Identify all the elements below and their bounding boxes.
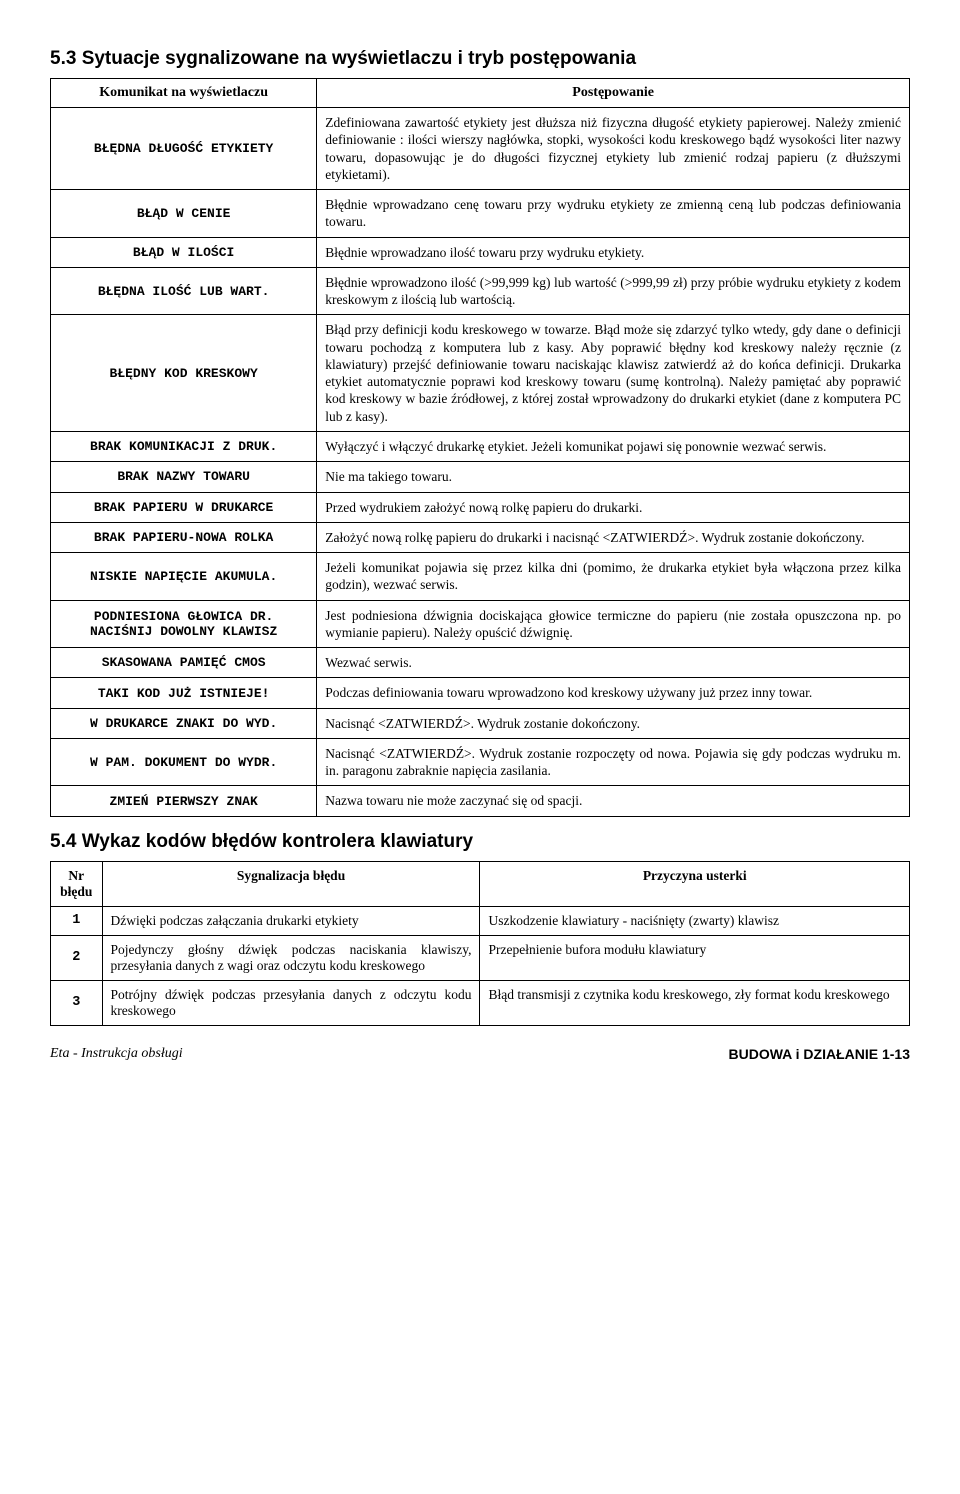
table-row: W DRUKARCE ZNAKI DO WYD.Nacisnąć <ZATWIE…: [51, 708, 910, 738]
table-row: 3Potrójny dźwięk podczas przesyłania dan…: [51, 980, 910, 1025]
error-nr-cell: 1: [51, 906, 103, 935]
description-cell: Błędnie wprowadzano ilość towaru przy wy…: [317, 237, 910, 267]
description-cell: Wezwać serwis.: [317, 648, 910, 678]
message-cell: W DRUKARCE ZNAKI DO WYD.: [51, 708, 317, 738]
message-cell: BRAK PAPIERU-NOWA ROLKA: [51, 522, 317, 552]
footer-right: BUDOWA i DZIAŁANIE 1-13: [729, 1046, 911, 1062]
header-desc: Postępowanie: [317, 79, 910, 108]
message-cell: TAKI KOD JUŻ ISTNIEJE!: [51, 678, 317, 708]
message-cell: BŁĄD W CENIE: [51, 190, 317, 238]
table-row: BŁĄD W ILOŚCIBłędnie wprowadzano ilość t…: [51, 237, 910, 267]
table-row: PODNIESIONA GŁOWICA DR. NACIŚNIJ DOWOLNY…: [51, 600, 910, 648]
error-signal-cell: Potrójny dźwięk podczas przesyłania dany…: [102, 980, 480, 1025]
message-cell: BRAK KOMUNIKACJI Z DRUK.: [51, 431, 317, 461]
table-row: NISKIE NAPIĘCIE AKUMULA.Jeżeli komunikat…: [51, 553, 910, 601]
header-msg: Komunikat na wyświetlaczu: [51, 79, 317, 108]
description-cell: Podczas definiowania towaru wprowadzono …: [317, 678, 910, 708]
table-row: BŁĘDNY KOD KRESKOWYBłąd przy definicji k…: [51, 315, 910, 432]
table-row: ZMIEŃ PIERWSZY ZNAKNazwa towaru nie może…: [51, 786, 910, 816]
description-cell: Nazwa towaru nie może zaczynać się od sp…: [317, 786, 910, 816]
header-cause: Przyczyna usterki: [480, 861, 910, 906]
table-row: BŁĄD W CENIEBłędnie wprowadzano cenę tow…: [51, 190, 910, 238]
error-nr-cell: 3: [51, 980, 103, 1025]
error-cause-cell: Uszkodzenie klawiatury - naciśnięty (zwa…: [480, 906, 910, 935]
table-row: BRAK PAPIERU W DRUKARCEPrzed wydrukiem z…: [51, 492, 910, 522]
message-cell: BRAK NAZWY TOWARU: [51, 462, 317, 492]
error-signal-cell: Pojedynczy głośny dźwięk podczas naciska…: [102, 935, 480, 980]
message-cell: SKASOWANA PAMIĘĆ CMOS: [51, 648, 317, 678]
table-row: W PAM. DOKUMENT DO WYDR.Nacisnąć <ZATWIE…: [51, 738, 910, 786]
message-cell: BŁĘDNY KOD KRESKOWY: [51, 315, 317, 432]
table-row: SKASOWANA PAMIĘĆ CMOSWezwać serwis.: [51, 648, 910, 678]
error-cause-cell: Przepełnienie bufora modułu klawiatury: [480, 935, 910, 980]
message-cell: BŁĘDNA ILOŚĆ LUB WART.: [51, 267, 317, 315]
message-cell: NISKIE NAPIĘCIE AKUMULA.: [51, 553, 317, 601]
description-cell: Przed wydrukiem założyć nową rolkę papie…: [317, 492, 910, 522]
table-row: TAKI KOD JUŻ ISTNIEJE!Podczas definiowan…: [51, 678, 910, 708]
footer-left: Eta - Instrukcja obsługi: [50, 1046, 183, 1062]
description-cell: Wyłączyć i włączyć drukarkę etykiet. Jeż…: [317, 431, 910, 461]
error-signal-cell: Dźwięki podczas załączania drukarki etyk…: [102, 906, 480, 935]
message-cell: PODNIESIONA GŁOWICA DR. NACIŚNIJ DOWOLNY…: [51, 600, 317, 648]
section-54-title: 5.4 Wykaz kodów błędów kontrolera klawia…: [50, 831, 910, 853]
table-row: 1Dźwięki podczas załączania drukarki ety…: [51, 906, 910, 935]
description-cell: Błąd przy definicji kodu kreskowego w to…: [317, 315, 910, 432]
description-cell: Jeżeli komunikat pojawia się przez kilka…: [317, 553, 910, 601]
description-cell: Nacisnąć <ZATWIERDŹ>. Wydruk zostanie do…: [317, 708, 910, 738]
table-header-row: Komunikat na wyświetlaczu Postępowanie: [51, 79, 910, 108]
page-footer: Eta - Instrukcja obsługi BUDOWA i DZIAŁA…: [50, 1046, 910, 1062]
description-cell: Błędnie wprowadzano cenę towaru przy wyd…: [317, 190, 910, 238]
errors-table: Nr błędu Sygnalizacja błędu Przyczyna us…: [50, 861, 910, 1026]
description-cell: Błędnie wprowadzono ilość (>99,999 kg) l…: [317, 267, 910, 315]
table-row: BŁĘDNA DŁUGOŚĆ ETYKIETYZdefiniowana zawa…: [51, 108, 910, 190]
header-sig: Sygnalizacja błędu: [102, 861, 480, 906]
description-cell: Nacisnąć <ZATWIERDŹ>. Wydruk zostanie ro…: [317, 738, 910, 786]
message-cell: BŁĄD W ILOŚCI: [51, 237, 317, 267]
description-cell: Zdefiniowana zawartość etykiety jest dłu…: [317, 108, 910, 190]
table-header-row: Nr błędu Sygnalizacja błędu Przyczyna us…: [51, 861, 910, 906]
error-nr-cell: 2: [51, 935, 103, 980]
description-cell: Jest podniesiona dźwignia dociskająca gł…: [317, 600, 910, 648]
message-cell: BRAK PAPIERU W DRUKARCE: [51, 492, 317, 522]
table-row: BRAK KOMUNIKACJI Z DRUK.Wyłączyć i włącz…: [51, 431, 910, 461]
message-cell: BŁĘDNA DŁUGOŚĆ ETYKIETY: [51, 108, 317, 190]
messages-table: Komunikat na wyświetlaczu Postępowanie B…: [50, 78, 910, 817]
description-cell: Nie ma takiego towaru.: [317, 462, 910, 492]
description-cell: Założyć nową rolkę papieru do drukarki i…: [317, 522, 910, 552]
table-row: BRAK NAZWY TOWARUNie ma takiego towaru.: [51, 462, 910, 492]
message-cell: ZMIEŃ PIERWSZY ZNAK: [51, 786, 317, 816]
message-cell: W PAM. DOKUMENT DO WYDR.: [51, 738, 317, 786]
error-cause-cell: Błąd transmisji z czytnika kodu kreskowe…: [480, 980, 910, 1025]
table-row: 2Pojedynczy głośny dźwięk podczas nacisk…: [51, 935, 910, 980]
table-row: BŁĘDNA ILOŚĆ LUB WART.Błędnie wprowadzon…: [51, 267, 910, 315]
table-row: BRAK PAPIERU-NOWA ROLKAZałożyć nową rolk…: [51, 522, 910, 552]
header-nr: Nr błędu: [51, 861, 103, 906]
section-53-title: 5.3 Sytuacje sygnalizowane na wyświetlac…: [50, 48, 910, 70]
